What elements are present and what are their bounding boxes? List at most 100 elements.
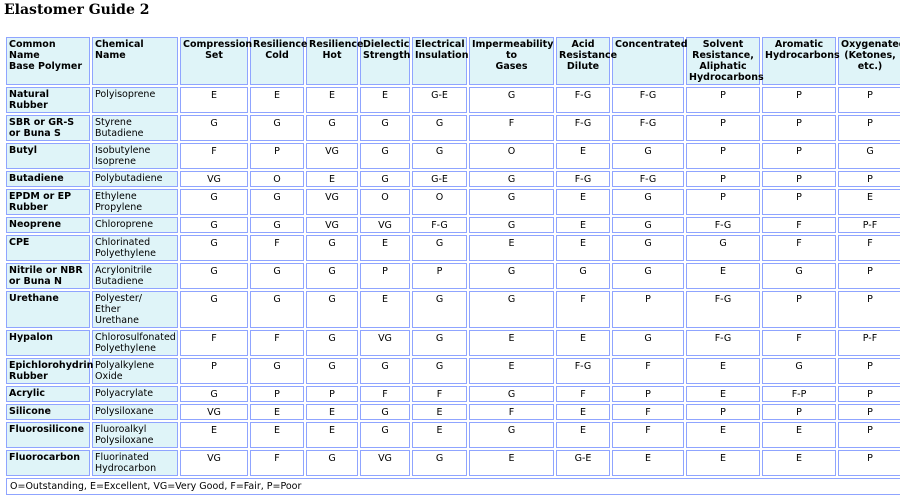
rating-cell: G xyxy=(180,386,248,402)
rating-cell: E xyxy=(306,404,358,420)
rating-cell: G xyxy=(180,263,248,289)
rating-cell: F-P xyxy=(762,386,836,402)
chemical-name-cell: Isobutylene Isoprene xyxy=(92,143,178,169)
rating-cell: P xyxy=(838,404,900,420)
rating-cell: E xyxy=(762,450,836,476)
rating-cell: F xyxy=(612,404,684,420)
rating-cell: P xyxy=(838,115,900,141)
rating-cell: E xyxy=(686,450,760,476)
column-header: Common Name Base Polymer xyxy=(6,37,90,85)
rating-cell: F-G xyxy=(612,171,684,187)
rating-cell: E xyxy=(686,263,760,289)
rating-cell: G xyxy=(250,358,304,384)
rating-cell: P xyxy=(686,189,760,215)
rating-cell: F xyxy=(612,358,684,384)
rating-cell: G xyxy=(306,235,358,261)
rating-cell: P xyxy=(762,291,836,328)
rating-cell: P xyxy=(762,404,836,420)
rating-cell: F xyxy=(762,235,836,261)
rating-cell: G xyxy=(360,404,410,420)
rating-cell: F xyxy=(180,330,248,356)
rating-cell: G xyxy=(612,189,684,215)
rating-cell: F xyxy=(250,450,304,476)
rating-cell: E xyxy=(250,404,304,420)
rating-cell: VG xyxy=(180,171,248,187)
table-row: Butyl Isobutylene Isoprene F P VG G G O E G P P G xyxy=(6,143,900,169)
rating-cell: E xyxy=(556,143,610,169)
rating-cell: F-G xyxy=(612,87,684,113)
common-name-cell: SBR or GR-S or Buna S xyxy=(6,115,90,141)
table-row: Nitrile or NBR or Buna N Acrylonitrile Bu… xyxy=(6,263,900,289)
rating-cell: G xyxy=(612,235,684,261)
rating-cell: VG xyxy=(360,450,410,476)
rating-cell: P xyxy=(838,87,900,113)
rating-cell: E xyxy=(556,189,610,215)
rating-cell: F xyxy=(250,235,304,261)
rating-cell: E xyxy=(556,404,610,420)
chemical-name-cell: Styrene Butadiene xyxy=(92,115,178,141)
rating-cell: E xyxy=(250,87,304,113)
rating-cell: P xyxy=(762,87,836,113)
table-row: EPDM or EP Rubber Ethylene Propylene G G VG O… xyxy=(6,189,900,215)
rating-cell: F xyxy=(762,217,836,233)
rating-cell: P xyxy=(838,263,900,289)
rating-cell: G xyxy=(412,450,467,476)
rating-cell: G xyxy=(306,358,358,384)
rating-cell: E xyxy=(612,450,684,476)
rating-cell: G xyxy=(180,291,248,328)
chemical-name-cell: Chloroprene xyxy=(92,217,178,233)
rating-cell: G xyxy=(469,291,554,328)
rating-cell: E xyxy=(180,87,248,113)
rating-cell: P xyxy=(612,291,684,328)
rating-cell: P xyxy=(686,115,760,141)
rating-cell: G xyxy=(686,235,760,261)
rating-cell: F xyxy=(412,386,467,402)
rating-cell: P xyxy=(250,386,304,402)
rating-cell: E xyxy=(469,450,554,476)
common-name-cell: Butyl xyxy=(6,143,90,169)
rating-cell: F xyxy=(762,330,836,356)
common-name-cell: Silicone xyxy=(6,404,90,420)
rating-cell: F-G xyxy=(412,217,467,233)
rating-cell: O xyxy=(469,143,554,169)
rating-cell: G xyxy=(412,115,467,141)
table-row: CPE Chlorinated Polyethylene G F G E G E E G G F F xyxy=(6,235,900,261)
rating-cell: P xyxy=(838,171,900,187)
column-header: Concentrated xyxy=(612,37,688,85)
rating-cell: G xyxy=(306,450,358,476)
rating-cell: G xyxy=(250,291,304,328)
rating-cell: P xyxy=(762,171,836,187)
elastomer-table: Common Name Base Polymer Chemical Name Com… xyxy=(4,35,900,497)
rating-cell: G xyxy=(469,217,554,233)
rating-cell: G xyxy=(412,291,467,328)
column-header: Chemical Name xyxy=(92,37,178,85)
rating-cell: G xyxy=(360,422,410,448)
chemical-name-cell: Polyisoprene xyxy=(92,87,178,113)
rating-cell: G xyxy=(469,386,554,402)
page-title: Elastomer Guide 2 xyxy=(4,2,150,18)
common-name-cell: Fluorocarbon xyxy=(6,450,90,476)
rating-cell: E xyxy=(469,235,554,261)
rating-cell: E xyxy=(762,422,836,448)
rating-cell: G xyxy=(612,143,684,169)
rating-cell: E xyxy=(180,422,248,448)
rating-cell: G xyxy=(838,143,900,169)
rating-cell: E xyxy=(556,330,610,356)
rating-cell: P xyxy=(838,291,900,328)
rating-cell: E xyxy=(412,404,467,420)
table-row: Acrylic Polyacrylate G P P F F G F P E F-P P xyxy=(6,386,900,402)
rating-cell: F-G xyxy=(556,358,610,384)
column-header: Resilience Hot xyxy=(306,37,363,85)
rating-cell: E xyxy=(556,422,610,448)
rating-cell: F-G xyxy=(556,171,610,187)
rating-cell: P xyxy=(838,358,900,384)
table-row: Urethane Polyester/ Ether Urethane G G G E G G F… xyxy=(6,291,900,328)
chemical-name-cell: Chlorinated Polyethylene xyxy=(92,235,178,261)
rating-cell: G xyxy=(306,291,358,328)
elastomer-table-container: Common Name Base Polymer Chemical Name Com… xyxy=(4,35,900,497)
rating-cell: VG xyxy=(306,217,358,233)
rating-cell: G xyxy=(306,330,358,356)
rating-cell: G xyxy=(469,171,554,187)
rating-cell: E xyxy=(412,422,467,448)
rating-cell: P xyxy=(686,143,760,169)
